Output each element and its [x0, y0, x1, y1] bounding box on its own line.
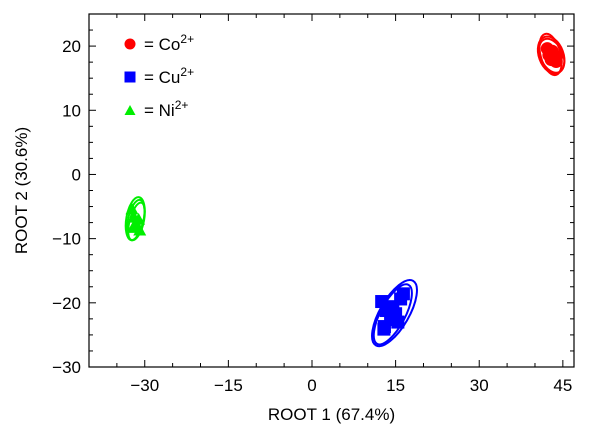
legend-label: = Cu2+	[144, 65, 194, 87]
y-tick-label: 20	[62, 37, 81, 56]
legend-label-base: = Co	[144, 35, 180, 54]
legend-item: = Ni2+	[125, 98, 189, 120]
y-tick-label: 10	[62, 101, 81, 120]
legend-label-superscript: 2+	[180, 32, 194, 46]
y-tick-label: −20	[52, 294, 81, 313]
plot-frame	[89, 14, 574, 367]
data-point	[386, 300, 399, 313]
series-triangle	[123, 196, 148, 242]
legend-label-base: = Cu	[144, 68, 180, 87]
x-tick-label: 0	[307, 376, 316, 395]
x-tick-label: −15	[214, 376, 243, 395]
data-point	[397, 287, 410, 300]
legend-label-superscript: 2+	[180, 65, 194, 79]
series-circle	[533, 31, 569, 77]
legend-item: = Co2+	[125, 32, 195, 54]
data-point	[391, 316, 404, 329]
x-axis-title: ROOT 1 (67.4%)	[268, 405, 395, 424]
x-tick-label: 30	[470, 376, 489, 395]
legend-item: = Cu2+	[125, 65, 195, 87]
legend-marker	[125, 39, 136, 50]
legend-marker	[125, 72, 136, 83]
legend-label-base: = Ni	[144, 101, 175, 120]
data-point	[377, 323, 390, 336]
x-tick-label: 15	[386, 376, 405, 395]
y-tick-label: −30	[52, 358, 81, 377]
legend-label: = Ni2+	[144, 98, 188, 120]
x-tick-label: −30	[130, 376, 159, 395]
plot-area	[89, 14, 574, 367]
series-square	[363, 274, 425, 353]
y-axis-title: ROOT 2 (30.6%)	[12, 127, 31, 254]
legend: = Co2+= Cu2+= Ni2+	[125, 32, 195, 120]
data-point	[545, 53, 558, 66]
legend-label: = Co2+	[144, 32, 194, 54]
legend-marker	[125, 105, 136, 115]
y-tick-label: −10	[52, 230, 81, 249]
x-tick-label: 45	[553, 376, 572, 395]
legend-label-superscript: 2+	[175, 98, 189, 112]
y-tick-label: 0	[72, 165, 81, 184]
